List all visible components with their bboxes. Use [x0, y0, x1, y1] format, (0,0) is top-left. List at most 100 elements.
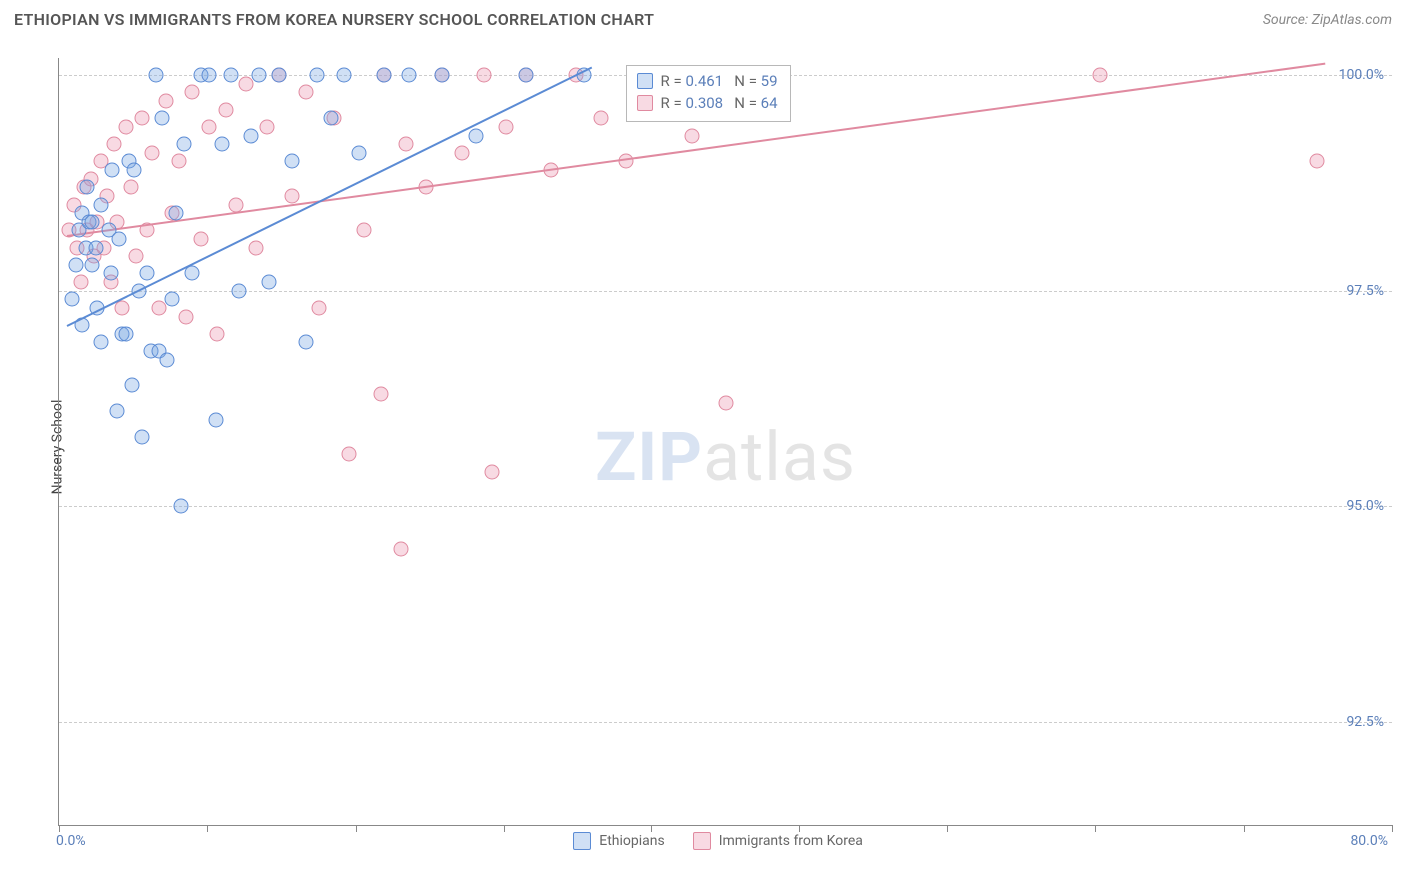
- stats-row-ethiopians: R = 0.461 N = 59: [637, 70, 778, 93]
- data-point-korea: [171, 154, 186, 169]
- x-tick: [1392, 825, 1393, 832]
- data-point-ethiopians: [103, 266, 118, 281]
- data-point-ethiopians: [80, 180, 95, 195]
- y-tick-label: 97.5%: [1346, 283, 1384, 299]
- data-point-korea: [298, 85, 313, 100]
- data-point-korea: [593, 111, 608, 126]
- gridline: [59, 291, 1392, 292]
- data-point-ethiopians: [401, 68, 416, 83]
- legend: Ethiopians Immigrants from Korea: [86, 832, 1351, 850]
- data-point-korea: [118, 119, 133, 134]
- data-point-korea: [1093, 68, 1108, 83]
- source-attribution: Source: ZipAtlas.com: [1263, 12, 1392, 28]
- data-point-ethiopians: [185, 266, 200, 281]
- legend-item-ethiopians: Ethiopians: [573, 832, 664, 850]
- data-point-korea: [393, 542, 408, 557]
- data-point-korea: [185, 85, 200, 100]
- stats-row-korea: R = 0.308 N = 64: [637, 92, 778, 115]
- data-point-korea: [123, 180, 138, 195]
- data-point-korea: [685, 128, 700, 143]
- data-point-ethiopians: [135, 430, 150, 445]
- data-point-korea: [248, 240, 263, 255]
- legend-label: Immigrants from Korea: [719, 833, 863, 849]
- x-axis-max-label: 80.0%: [1350, 833, 1388, 849]
- data-point-ethiopians: [85, 257, 100, 272]
- data-point-ethiopians: [201, 68, 216, 83]
- data-point-ethiopians: [85, 214, 100, 229]
- data-point-ethiopians: [118, 326, 133, 341]
- gridline: [59, 506, 1392, 507]
- data-point-korea: [498, 119, 513, 134]
- chart-area: Nursery School ZIPatlas 92.5%95.0%97.5%1…: [14, 40, 1392, 854]
- data-point-korea: [311, 300, 326, 315]
- data-point-korea: [128, 249, 143, 264]
- data-point-korea: [193, 231, 208, 246]
- legend-item-korea: Immigrants from Korea: [693, 832, 863, 850]
- watermark-light: atlas: [703, 417, 856, 497]
- y-tick-label: 100.0%: [1339, 67, 1384, 83]
- data-point-ethiopians: [176, 137, 191, 152]
- data-point-ethiopians: [125, 378, 140, 393]
- data-point-korea: [341, 447, 356, 462]
- data-point-ethiopians: [468, 128, 483, 143]
- data-point-ethiopians: [231, 283, 246, 298]
- data-point-ethiopians: [298, 335, 313, 350]
- watermark: ZIPatlas: [595, 417, 856, 497]
- plot-region: ZIPatlas 92.5% 95.0% 97.5% 100.0% R = 0.461 …: [58, 58, 1392, 826]
- data-point-ethiopians: [310, 68, 325, 83]
- data-point-ethiopians: [140, 266, 155, 281]
- data-point-korea: [476, 68, 491, 83]
- data-point-ethiopians: [93, 197, 108, 212]
- data-point-ethiopians: [243, 128, 258, 143]
- data-point-ethiopians: [65, 292, 80, 307]
- data-point-ethiopians: [148, 68, 163, 83]
- legend-label: Ethiopians: [599, 833, 664, 849]
- data-point-korea: [618, 154, 633, 169]
- data-point-ethiopians: [111, 231, 126, 246]
- data-point-ethiopians: [126, 163, 141, 178]
- data-point-korea: [228, 197, 243, 212]
- header: ETHIOPIAN VS IMMIGRANTS FROM KOREA NURSE…: [0, 0, 1406, 35]
- x-axis-min-label: 0.0%: [56, 833, 86, 849]
- data-point-ethiopians: [88, 240, 103, 255]
- data-point-ethiopians: [93, 335, 108, 350]
- data-point-ethiopians: [251, 68, 266, 83]
- data-point-ethiopians: [68, 257, 83, 272]
- data-point-korea: [455, 145, 470, 160]
- y-tick-label: 92.5%: [1346, 714, 1384, 730]
- data-point-ethiopians: [168, 206, 183, 221]
- data-point-ethiopians: [173, 499, 188, 514]
- data-point-ethiopians: [160, 352, 175, 367]
- trend-line-ethiopians: [67, 67, 593, 327]
- data-point-ethiopians: [351, 145, 366, 160]
- swatch-icon: [693, 832, 711, 850]
- swatch-icon: [637, 73, 653, 89]
- stats-text: R = 0.308 N = 64: [661, 92, 778, 115]
- gridline: [59, 722, 1392, 723]
- stats-box: R = 0.461 N = 59R = 0.308 N = 64: [626, 65, 791, 122]
- data-point-ethiopians: [261, 275, 276, 290]
- data-point-ethiopians: [518, 68, 533, 83]
- data-point-korea: [718, 395, 733, 410]
- swatch-icon: [573, 832, 591, 850]
- data-point-korea: [201, 119, 216, 134]
- swatch-icon: [637, 95, 653, 111]
- data-point-ethiopians: [271, 68, 286, 83]
- data-point-ethiopians: [376, 68, 391, 83]
- y-tick-label: 95.0%: [1346, 498, 1384, 514]
- data-point-ethiopians: [323, 111, 338, 126]
- data-point-korea: [218, 102, 233, 117]
- data-point-ethiopians: [223, 68, 238, 83]
- data-point-korea: [373, 387, 388, 402]
- data-point-korea: [1310, 154, 1325, 169]
- data-point-korea: [151, 300, 166, 315]
- stats-text: R = 0.461 N = 59: [661, 70, 778, 93]
- data-point-korea: [106, 137, 121, 152]
- data-point-korea: [238, 76, 253, 91]
- data-point-ethiopians: [208, 412, 223, 427]
- data-point-korea: [73, 275, 88, 290]
- data-point-ethiopians: [215, 137, 230, 152]
- data-point-ethiopians: [155, 111, 170, 126]
- data-point-korea: [115, 300, 130, 315]
- data-point-korea: [178, 309, 193, 324]
